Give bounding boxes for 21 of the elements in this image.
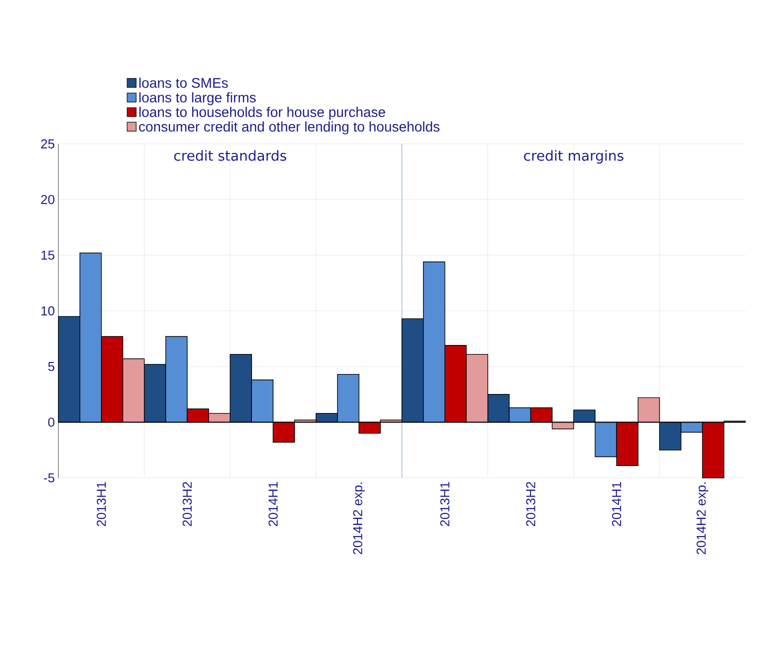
y-tick-label: 5	[48, 362, 54, 372]
y-tick-label: 25	[41, 139, 54, 148]
y-tick-label: 10	[41, 306, 54, 316]
annotation: credit standards	[174, 150, 286, 161]
x-tick-label: 2014H2 exp.	[696, 482, 708, 554]
x-tick-label: 2013H1	[440, 482, 450, 526]
legend-label: consumer credit and other lending to households	[139, 121, 440, 134]
x-tick-label: 2014H1	[612, 482, 622, 526]
legend-label: loans to SMEs	[139, 78, 228, 88]
annotation: credit margins	[524, 150, 624, 164]
y-tick-label: 0	[48, 418, 54, 427]
x-tick-label: 2013H2	[182, 482, 192, 526]
x-tick-label: 2013H2	[526, 482, 536, 526]
legend-label: loans to households for house purchase	[139, 106, 386, 120]
y-tick-label: 20	[41, 194, 54, 204]
x-tick-label: 2014H2 exp.	[353, 482, 365, 554]
y-tick-label: 15	[41, 250, 54, 260]
x-tick-label: 2014H1	[268, 482, 278, 526]
x-tick-label: 2013H1	[96, 482, 106, 526]
legend-label: loans to large firms	[139, 92, 256, 106]
y-tick-label: -5	[44, 473, 54, 482]
